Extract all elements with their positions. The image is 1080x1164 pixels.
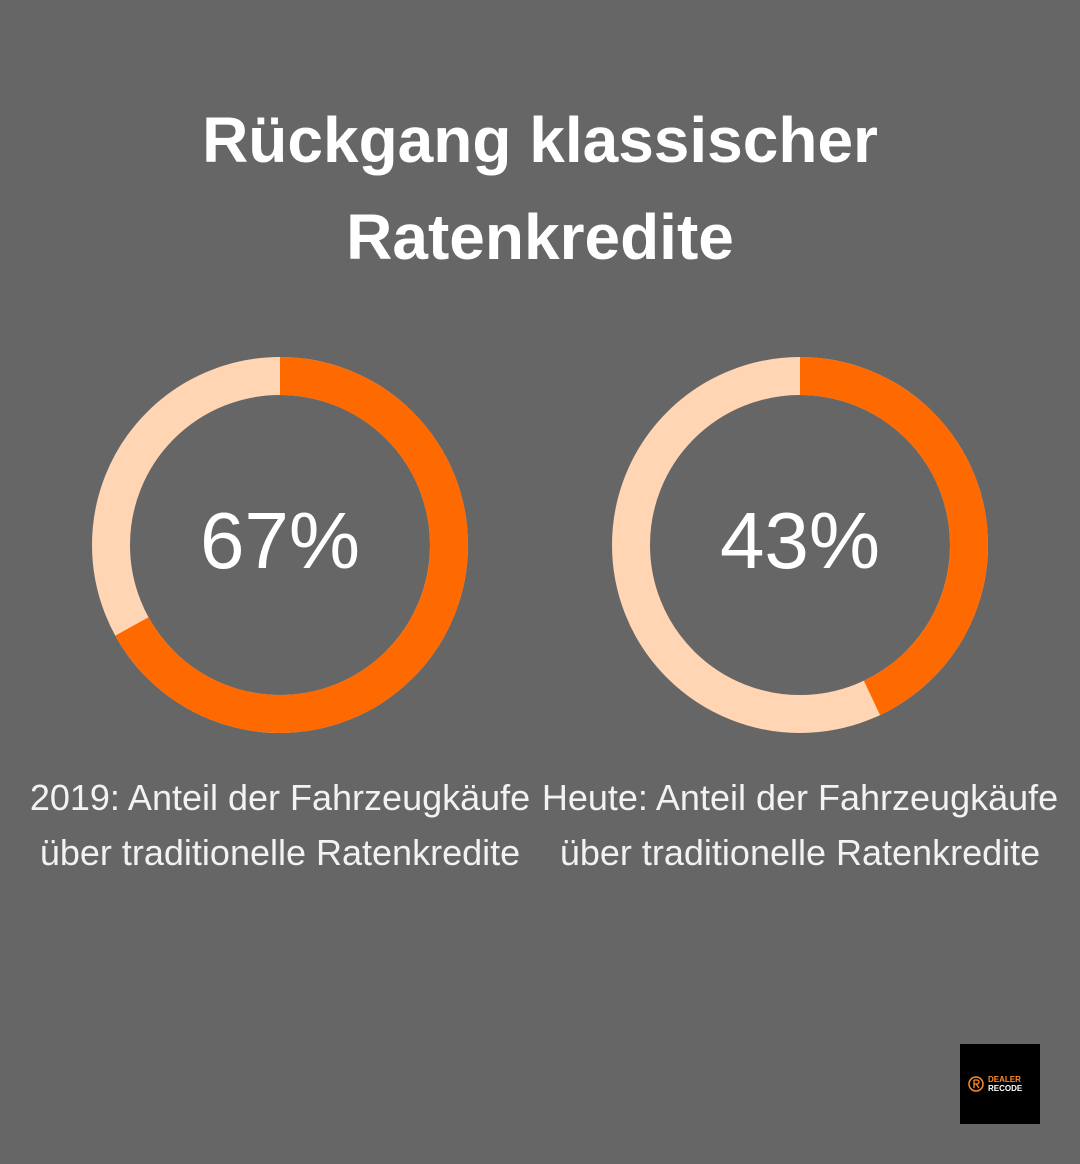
donut-arc (115, 357, 468, 733)
logo-line1: DEALER (988, 1075, 1021, 1084)
donut-chart: 43% (612, 357, 988, 733)
logo-icon (968, 1076, 984, 1092)
donut-arc (799, 357, 988, 716)
value-label: 67% (200, 496, 360, 585)
title: Rückgang klassischer Ratenkredite (202, 104, 878, 273)
logo-line2: RECODE (988, 1084, 1023, 1093)
caption: Heute: Anteil der Fahrzeugkäufe über tra… (541, 777, 1059, 873)
caption: 2019: Anteil der Fahrzeugkäufe über trad… (29, 777, 531, 873)
donut-chart: 67% (92, 357, 468, 733)
logo: DEALER RECODE (960, 1044, 1040, 1124)
value-label: 43% (720, 496, 880, 585)
